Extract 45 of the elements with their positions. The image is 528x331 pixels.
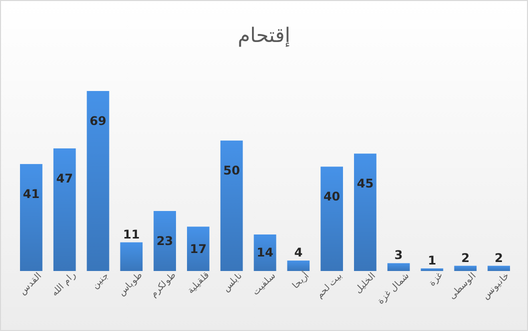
- data-label: 40: [323, 190, 340, 204]
- data-label: 47: [56, 171, 73, 186]
- data-label: 50: [223, 164, 240, 178]
- data-label: 2: [494, 250, 503, 265]
- bar: [86, 91, 110, 271]
- bar: [420, 268, 444, 271]
- bar: [187, 226, 210, 271]
- bar: [220, 140, 243, 271]
- x-tick-label: نابلس: [220, 270, 245, 294]
- bar: [154, 211, 176, 271]
- bar: [354, 154, 376, 271]
- data-label: 69: [90, 114, 106, 128]
- data-label: 23: [156, 234, 174, 248]
- bar: [53, 148, 76, 271]
- x-tick-label: غزة: [426, 270, 446, 288]
- data-label: 1: [428, 253, 436, 268]
- x-tick-label: خانيونس: [480, 270, 512, 302]
- data-label: 45: [356, 176, 374, 191]
- x-tick-label: أريحا: [288, 268, 312, 292]
- bar: [488, 266, 510, 271]
- x-tick-label: شمال غزة: [375, 270, 412, 306]
- x-tick-label: طوباس: [116, 270, 145, 298]
- data-label: 4: [294, 246, 303, 260]
- x-tick-label: طولكرم: [148, 270, 178, 300]
- chart-title: إقتحام: [238, 23, 290, 47]
- x-tick-label: قلقيلية: [185, 270, 211, 296]
- x-tick-label: القدس: [17, 270, 44, 297]
- x-tick-label: رام الله: [49, 270, 78, 299]
- data-label: 2: [461, 250, 470, 265]
- x-tick-label: الخليل: [352, 270, 378, 295]
- x-tick-label: الوسطى: [446, 270, 479, 302]
- data-label: 3: [394, 248, 403, 262]
- data-label: 41: [22, 187, 40, 202]
- data-label: 14: [256, 246, 274, 260]
- bar: [120, 242, 143, 271]
- x-tick-label: سلفيت: [250, 270, 278, 297]
- data-label: 17: [190, 242, 207, 256]
- bar: [387, 263, 410, 271]
- x-tick-label: جنين: [90, 270, 112, 292]
- x-tick-label: بيت لحم: [314, 270, 345, 301]
- bar: [287, 260, 310, 271]
- data-label: 11: [123, 227, 140, 242]
- bar: [320, 166, 343, 271]
- bar: [454, 266, 477, 271]
- bar: [20, 164, 42, 271]
